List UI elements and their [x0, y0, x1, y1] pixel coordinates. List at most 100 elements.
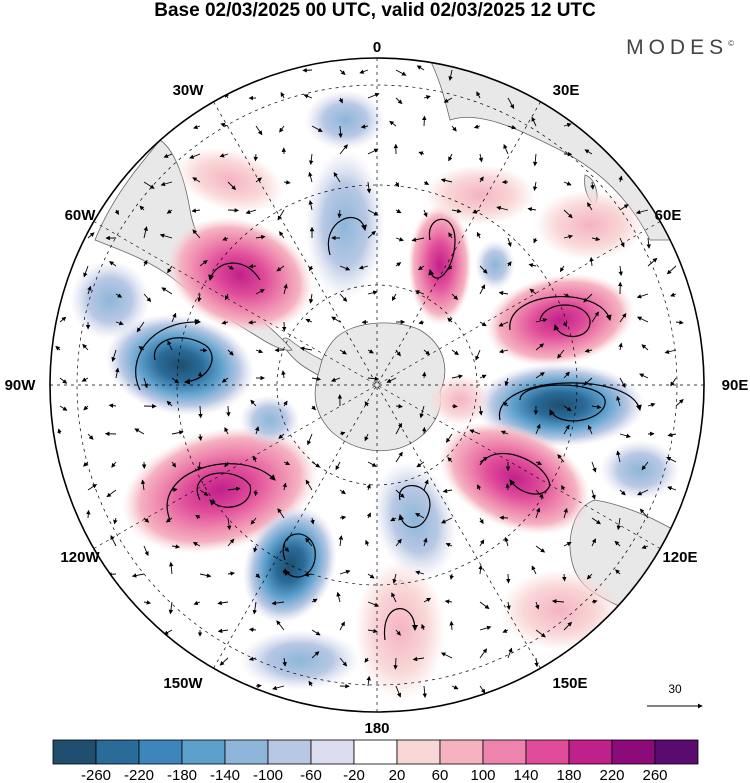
wind-vector — [224, 427, 229, 435]
wind-vector — [143, 181, 155, 189]
wind-vector — [532, 153, 538, 167]
wind-vector — [442, 488, 453, 494]
wind-vector — [248, 264, 257, 269]
wind-vector — [562, 573, 567, 582]
lon-label-120e: 120E — [662, 549, 697, 566]
wind-vector — [557, 454, 565, 463]
wind-vector — [191, 208, 201, 213]
wind-vector — [591, 311, 599, 323]
negative-anomaly — [373, 461, 457, 579]
wind-vector — [440, 652, 453, 659]
positive-anomaly — [430, 375, 490, 425]
wind-vector — [562, 321, 567, 328]
wind-vector — [500, 430, 509, 435]
wind-vector — [308, 293, 314, 304]
wind-vector — [113, 517, 118, 525]
wind-vector — [171, 544, 181, 549]
wind-vector — [563, 293, 570, 298]
wind-vector — [415, 513, 425, 519]
colorbar-box — [482, 739, 527, 765]
map-disc — [50, 58, 704, 712]
wind-vector — [271, 600, 285, 606]
wind-vector — [194, 319, 201, 324]
wind-vector — [441, 517, 453, 524]
wind-vector — [59, 405, 68, 411]
wind-vector — [309, 265, 314, 272]
wind-vector — [639, 373, 649, 379]
wind-vector — [226, 405, 231, 417]
wind-vector — [551, 599, 565, 604]
colorbar-tick-label: 140 — [513, 767, 538, 783]
wind-vector — [255, 125, 263, 136]
wind-vector — [395, 237, 404, 242]
colorbar-box — [224, 739, 269, 765]
wind-vector — [335, 461, 341, 471]
wind-vector — [618, 265, 623, 277]
wind-vector — [253, 545, 258, 553]
wind-vector — [83, 265, 89, 278]
wind-vector — [358, 265, 369, 270]
wind-vector — [619, 433, 631, 438]
wind-vector — [192, 542, 201, 547]
wind-vector — [222, 236, 229, 241]
wind-vector — [448, 69, 453, 81]
wind-vector — [535, 460, 543, 465]
wind-vector — [227, 208, 240, 213]
wind-vector — [283, 283, 288, 295]
wind-vector — [333, 171, 341, 183]
wind-vector — [616, 395, 621, 407]
wind-vector — [299, 346, 313, 351]
wind-vector — [282, 657, 287, 667]
wind-vector — [422, 685, 427, 699]
wind-vector — [498, 290, 509, 296]
positive-anomaly — [500, 570, 620, 650]
wind-vector — [193, 600, 201, 605]
reference-vector-label: 30 — [668, 682, 682, 696]
wind-vector — [667, 432, 677, 438]
colorbar-tick-label: 220 — [599, 767, 624, 783]
wind-vector — [276, 620, 285, 631]
wind-vector — [248, 656, 257, 661]
wind-vector — [423, 180, 430, 185]
wind-vector — [415, 570, 425, 575]
wind-vector — [447, 456, 453, 463]
wind-vector — [199, 489, 209, 496]
wind-vector — [535, 489, 544, 499]
wind-vector — [307, 433, 313, 446]
wind-vector — [535, 343, 545, 351]
wind-vector — [163, 153, 173, 158]
wind-vector — [583, 293, 593, 303]
wind-vector — [469, 429, 481, 435]
wind-vector — [192, 229, 201, 239]
wind-vector — [478, 564, 483, 575]
positive-anomaly — [439, 421, 591, 535]
wind-vector — [339, 431, 346, 436]
wind-vector — [502, 628, 509, 633]
wind-vector — [412, 656, 425, 662]
negative-anomaly — [305, 90, 385, 150]
wind-vector — [115, 321, 124, 326]
wind-vector — [391, 293, 397, 302]
wind-vector — [589, 256, 594, 267]
wind-vector — [57, 428, 62, 435]
wind-vector — [504, 536, 509, 547]
wind-vector — [476, 91, 481, 99]
colorbar-box — [52, 739, 97, 765]
colorbar-tick-label: 180 — [556, 767, 581, 783]
wind-vector — [635, 209, 649, 215]
wind-vector — [366, 181, 372, 194]
wind-vector — [451, 685, 459, 690]
wind-vector — [423, 479, 429, 491]
wind-vector — [360, 124, 369, 129]
wind-vector — [277, 508, 285, 519]
lon-label-180: 180 — [364, 720, 389, 737]
wind-vector — [311, 405, 316, 411]
wind-vector — [416, 461, 425, 468]
wind-vector — [473, 124, 481, 129]
wind-vector — [637, 489, 649, 496]
wind-vector — [395, 451, 403, 463]
negative-anomaly — [475, 240, 515, 290]
wind-vector — [227, 349, 234, 356]
wind-vector — [618, 342, 623, 351]
wind-vector — [479, 517, 484, 525]
